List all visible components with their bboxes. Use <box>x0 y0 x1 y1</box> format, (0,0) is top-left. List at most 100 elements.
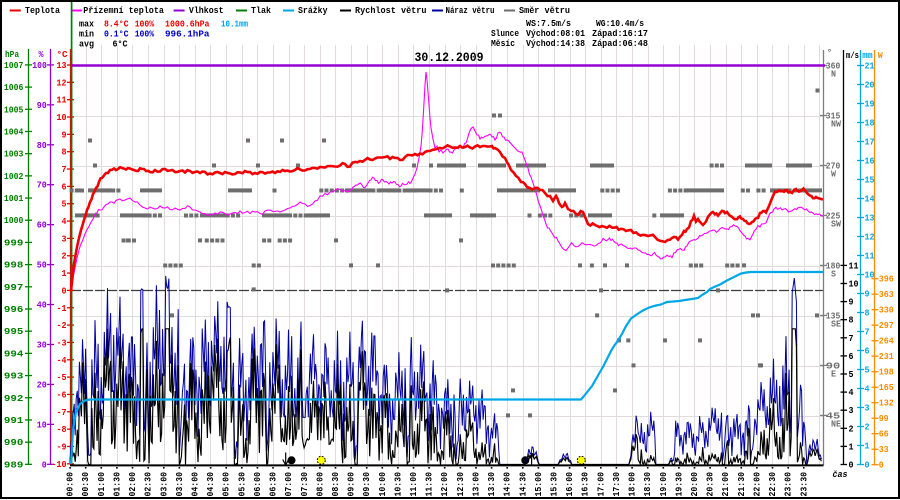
svg-text:90: 90 <box>37 101 47 111</box>
svg-text:10:30: 10:30 <box>393 472 403 497</box>
svg-text:225: 225 <box>826 211 841 221</box>
svg-text:997: 997 <box>4 283 24 293</box>
svg-text:21:30: 21:30 <box>737 472 747 497</box>
svg-text:132: 132 <box>879 399 894 409</box>
svg-text:Teplota: Teplota <box>25 6 61 16</box>
svg-text:396: 396 <box>879 275 894 285</box>
svg-text:100%: 100% <box>135 20 155 30</box>
svg-text:9: 9 <box>849 298 854 308</box>
svg-text:01:30: 01:30 <box>112 472 122 497</box>
svg-text:33: 33 <box>879 445 889 455</box>
svg-text:°C: °C <box>57 50 69 60</box>
svg-text:1002: 1002 <box>4 172 24 182</box>
svg-text:3: 3 <box>849 406 854 416</box>
svg-text:135: 135 <box>826 311 841 321</box>
svg-text:15:30: 15:30 <box>550 472 560 497</box>
svg-text:22:30: 22:30 <box>768 472 778 497</box>
svg-text:4: 4 <box>849 388 855 398</box>
svg-text:1003: 1003 <box>4 150 24 160</box>
svg-text:990: 990 <box>4 438 24 448</box>
svg-text:E: E <box>831 369 837 379</box>
svg-text:16: 16 <box>865 157 875 167</box>
svg-text:03:30: 03:30 <box>175 472 185 497</box>
svg-text:0: 0 <box>849 461 854 471</box>
svg-text:15:00: 15:00 <box>534 472 544 497</box>
svg-text:1007: 1007 <box>4 61 24 71</box>
svg-text:Srážky: Srážky <box>298 6 328 16</box>
svg-text:1005: 1005 <box>4 105 24 115</box>
svg-text:6: 6 <box>849 352 854 362</box>
svg-text:00:00: 00:00 <box>66 472 76 497</box>
svg-text:1: 1 <box>865 442 871 452</box>
svg-text:02:00: 02:00 <box>128 472 138 497</box>
svg-text:0: 0 <box>879 461 884 471</box>
svg-text:06:00: 06:00 <box>253 472 263 497</box>
svg-text:12: 12 <box>865 233 875 243</box>
svg-text:996: 996 <box>4 305 24 315</box>
svg-text:čas: čas <box>833 470 848 480</box>
svg-text:40: 40 <box>37 301 47 311</box>
svg-text:NW: NW <box>831 119 842 129</box>
svg-text:9: 9 <box>865 290 870 300</box>
svg-text:50: 50 <box>37 261 47 271</box>
svg-text:10: 10 <box>57 113 67 123</box>
svg-text:66: 66 <box>879 430 889 440</box>
svg-text:99: 99 <box>879 414 889 424</box>
svg-text:12:30: 12:30 <box>456 472 466 497</box>
svg-text:2: 2 <box>849 424 854 434</box>
svg-text:14: 14 <box>865 195 876 205</box>
svg-text:23:30: 23:30 <box>799 472 809 497</box>
svg-text:Východ:08:01: Východ:08:01 <box>526 29 586 39</box>
svg-text:04:00: 04:00 <box>191 472 201 497</box>
svg-text:02:30: 02:30 <box>144 472 154 497</box>
svg-text:Slunce: Slunce <box>491 29 519 39</box>
svg-text:03:00: 03:00 <box>159 472 169 497</box>
svg-text:270: 270 <box>826 161 841 171</box>
svg-text:Náraz větru: Náraz větru <box>446 6 495 16</box>
svg-text:994: 994 <box>4 349 24 359</box>
svg-text:-9: -9 <box>57 442 67 452</box>
svg-text:0.1°C: 0.1°C <box>104 30 129 40</box>
svg-text:mm: mm <box>862 51 873 61</box>
svg-text:-3: -3 <box>57 338 67 348</box>
svg-text:Měsíc: Měsíc <box>491 39 515 49</box>
svg-text:60: 60 <box>37 221 47 231</box>
svg-text:9: 9 <box>62 130 67 140</box>
svg-text:Rychlost větru: Rychlost větru <box>355 6 427 16</box>
svg-text:05:30: 05:30 <box>237 472 247 497</box>
svg-text:10: 10 <box>865 271 875 281</box>
svg-text:23:00: 23:00 <box>784 472 794 497</box>
svg-text:989: 989 <box>4 460 24 470</box>
svg-text:04:30: 04:30 <box>206 472 216 497</box>
svg-text:30.12.2009: 30.12.2009 <box>415 50 484 65</box>
svg-text:N: N <box>831 70 836 80</box>
svg-text:1001: 1001 <box>4 194 24 204</box>
svg-text:100%: 100% <box>135 30 155 40</box>
svg-text:-1: -1 <box>57 304 68 314</box>
svg-text:6°C: 6°C <box>113 40 129 50</box>
svg-text:19:00: 19:00 <box>659 472 669 497</box>
svg-text:5: 5 <box>865 366 870 376</box>
svg-text:20: 20 <box>865 81 875 91</box>
svg-text:5: 5 <box>849 370 854 380</box>
svg-text:13:00: 13:00 <box>472 472 482 497</box>
svg-text:992: 992 <box>4 394 24 404</box>
svg-text:1006: 1006 <box>4 83 24 93</box>
svg-text:WG:10.4m/s: WG:10.4m/s <box>596 19 644 29</box>
svg-text:05:00: 05:00 <box>222 472 232 497</box>
svg-text:4: 4 <box>865 385 871 395</box>
svg-text:0: 0 <box>42 460 47 470</box>
svg-text:21:00: 21:00 <box>721 472 731 497</box>
svg-text:1: 1 <box>849 442 855 452</box>
svg-text:264: 264 <box>879 337 895 347</box>
svg-text:1000.6hPa: 1000.6hPa <box>165 20 210 30</box>
svg-text:W: W <box>831 169 837 179</box>
svg-text:09:00: 09:00 <box>347 472 357 497</box>
svg-text:3: 3 <box>865 404 870 414</box>
svg-text:13: 13 <box>865 214 875 224</box>
svg-text:-8: -8 <box>57 425 67 435</box>
svg-text:m/s: m/s <box>846 51 859 61</box>
svg-text:17:00: 17:00 <box>596 472 606 497</box>
svg-text:19:30: 19:30 <box>674 472 684 497</box>
svg-text:363: 363 <box>879 290 894 300</box>
